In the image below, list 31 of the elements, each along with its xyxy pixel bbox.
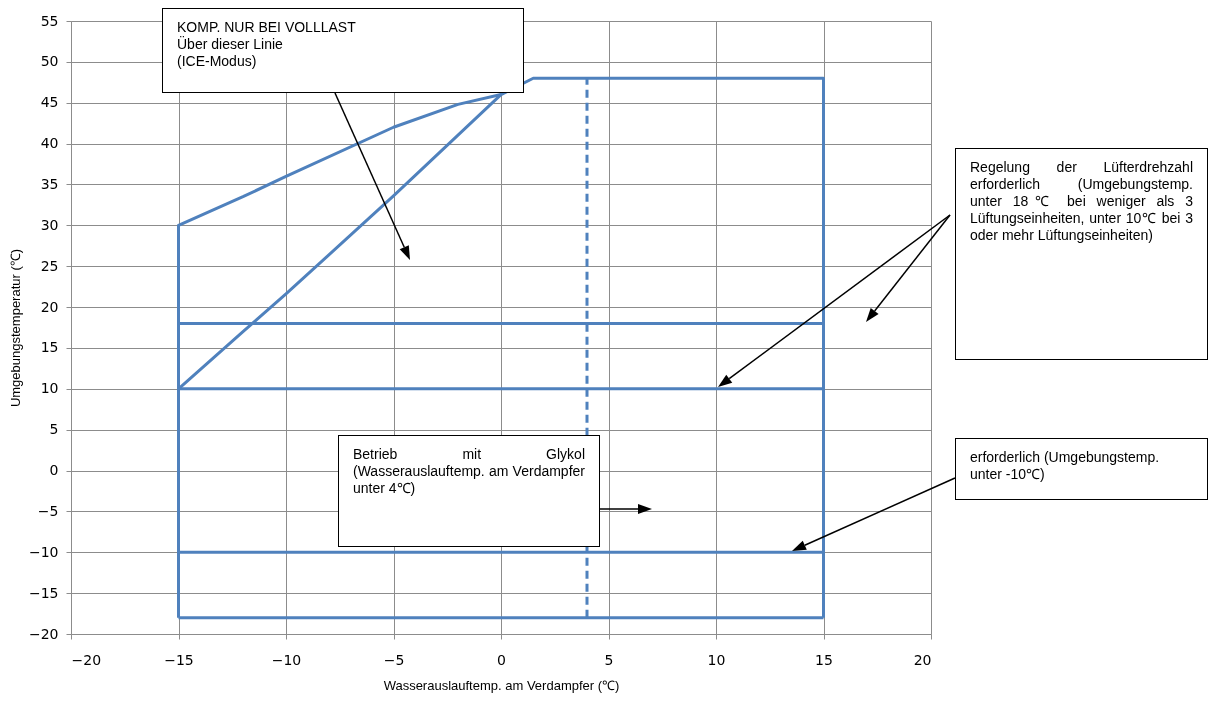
- x-tick-label: −20: [71, 651, 102, 668]
- x-tick-label: −10: [271, 651, 302, 668]
- y-tick-label: 5: [49, 421, 59, 438]
- text-box: Regelung der Lüfterdrehzahl erforderlich (Umgebungstemp. unter 18℃ bei weniger als 3 Lüftungseinheiten, unter 10℃ bei 3 oder mehr Lüftungseinheiten): [955, 148, 1208, 360]
- y-axis-title: Umgebungstemperatur (℃): [7, 248, 23, 408]
- x-axis-title: Wasserauslauftemp. am Verdampfer (℃): [383, 677, 620, 693]
- x-tick-label: 15: [815, 651, 833, 668]
- y-tick-label: 0: [49, 462, 59, 479]
- y-tick-label: 45: [40, 94, 59, 111]
- y-tick-label: 55: [40, 12, 59, 29]
- y-tick-label: 40: [40, 135, 59, 152]
- y-tick-label: 20: [40, 298, 59, 315]
- y-tick-label: 30: [40, 216, 59, 233]
- y-tick-label: 25: [40, 257, 59, 274]
- y-tick-label: 10: [40, 380, 59, 397]
- x-tick-label: 5: [604, 651, 614, 668]
- y-tick-label: −20: [28, 625, 59, 642]
- text-box: Betrieb mit Glykol (Wasserauslauftemp. am Verdampfer unter 4℃): [338, 435, 600, 547]
- x-tick-label: 0: [497, 651, 506, 668]
- y-tick-label: 35: [40, 175, 59, 192]
- x-tick-label: −5: [383, 651, 405, 668]
- y-tick-label: −15: [28, 584, 59, 601]
- text-box: KOMP. NUR BEI VOLLLAST Über dieser Linie (ICE-Modus): [162, 8, 524, 93]
- y-tick-label: 50: [40, 53, 59, 70]
- y-tick-label: −5: [37, 502, 59, 519]
- x-tick-label: −15: [164, 651, 194, 668]
- text-box: erforderlich (Umgebungstemp. unter -10℃): [955, 438, 1208, 500]
- x-tick-label: 20: [913, 651, 932, 668]
- x-tick-label: 10: [707, 651, 726, 668]
- y-tick-label: 15: [40, 339, 59, 356]
- y-tick-label: −10: [28, 543, 59, 560]
